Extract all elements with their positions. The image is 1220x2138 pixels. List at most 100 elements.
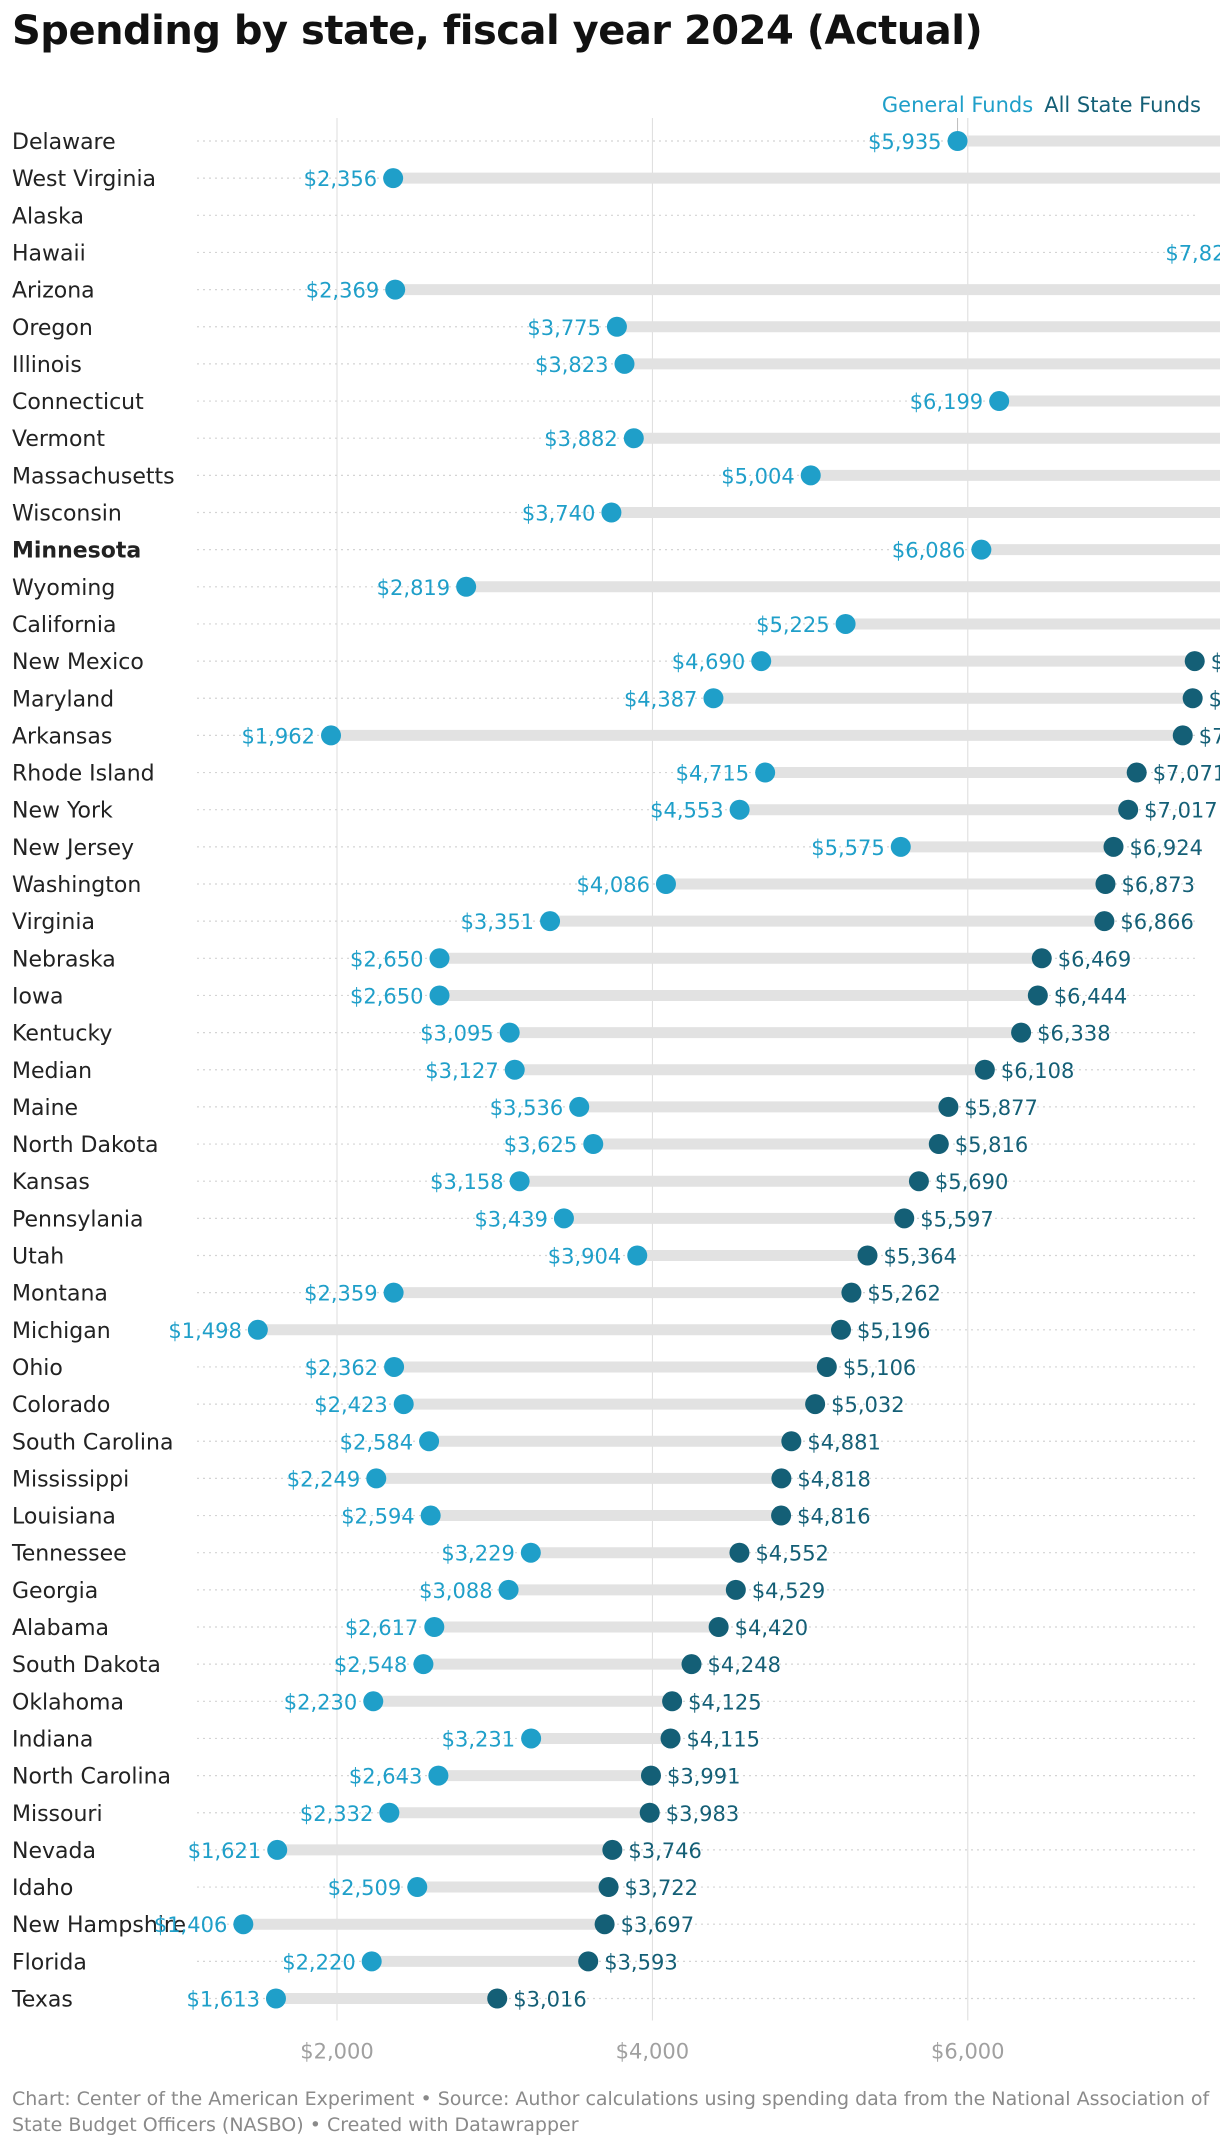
general-funds-dot bbox=[623, 428, 644, 449]
state-label: South Carolina bbox=[12, 1430, 173, 1455]
state-label: New York bbox=[12, 799, 113, 824]
all-state-funds-value-label: $5,877 bbox=[964, 1096, 1037, 1120]
general-funds-value-label: $7,820 bbox=[1165, 241, 1220, 265]
general-funds-dot bbox=[504, 1059, 525, 1080]
all-state-funds-dot bbox=[771, 1468, 792, 1489]
state-label: North Dakota bbox=[12, 1133, 158, 1158]
general-funds-value-label: $2,548 bbox=[334, 1653, 407, 1677]
general-funds-dot bbox=[498, 1579, 519, 1600]
general-funds-dot bbox=[384, 1356, 405, 1377]
all-state-funds-value-label: $4,818 bbox=[797, 1467, 870, 1491]
general-funds-dot bbox=[429, 948, 450, 969]
state-label: Colorado bbox=[12, 1393, 110, 1418]
general-funds-value-label: $2,509 bbox=[328, 1876, 401, 1900]
general-funds-dot bbox=[703, 688, 724, 709]
all-state-funds-dot bbox=[894, 1208, 915, 1229]
all-state-funds-dot bbox=[831, 1319, 852, 1340]
all-state-funds-dot bbox=[781, 1431, 802, 1452]
state-label: Louisiana bbox=[12, 1505, 116, 1530]
general-funds-value-label: $4,553 bbox=[650, 799, 723, 823]
x-tick-label: $2,000 bbox=[300, 2040, 373, 2064]
state-label: Montana bbox=[12, 1282, 108, 1307]
general-funds-value-label: $3,231 bbox=[442, 1727, 515, 1751]
state-label: Michigan bbox=[12, 1319, 111, 1344]
state-label: Utah bbox=[12, 1245, 64, 1270]
all-state-funds-value-label: $4,115 bbox=[687, 1727, 760, 1751]
general-funds-dot bbox=[419, 1431, 440, 1452]
general-funds-value-label: $2,650 bbox=[350, 984, 423, 1008]
state-label: North Carolina bbox=[12, 1765, 171, 1790]
dot-range-chart: $2,000$4,000$6,000$8,000$10,000$12,000Ge… bbox=[11, 93, 1220, 2064]
state-label: New Hampshire bbox=[12, 1913, 186, 1938]
state-label: Nebraska bbox=[12, 947, 116, 972]
general-funds-dot bbox=[890, 836, 911, 857]
general-funds-dot bbox=[233, 1914, 254, 1935]
all-state-funds-value-label: $3,722 bbox=[625, 1876, 698, 1900]
state-label: Connecticut bbox=[12, 390, 144, 415]
x-tick-label: $4,000 bbox=[616, 2040, 689, 2064]
state-label: Arizona bbox=[12, 279, 95, 304]
rows-layer bbox=[197, 135, 1220, 2004]
general-funds-dot bbox=[755, 762, 776, 783]
general-funds-value-label: $2,594 bbox=[341, 1505, 414, 1529]
all-state-funds-value-label: $3,593 bbox=[604, 1950, 677, 1974]
state-label: South Dakota bbox=[12, 1653, 161, 1678]
all-state-funds-value-label: $4,420 bbox=[735, 1616, 808, 1640]
all-state-funds-value-label: $5,196 bbox=[857, 1319, 930, 1343]
general-funds-value-label: $5,004 bbox=[721, 464, 794, 488]
state-label: Minnesota bbox=[12, 539, 141, 564]
state-label: Oregon bbox=[12, 316, 93, 341]
general-funds-dot bbox=[655, 874, 676, 894]
general-funds-value-label: $3,439 bbox=[474, 1207, 547, 1231]
all-state-funds-value-label: $3,697 bbox=[621, 1913, 694, 1937]
general-funds-value-label: $5,935 bbox=[868, 130, 941, 154]
all-state-funds-value-label: $7,439 bbox=[1211, 650, 1220, 674]
all-state-funds-dot bbox=[1118, 799, 1139, 820]
general-funds-value-label: $3,904 bbox=[548, 1245, 621, 1269]
general-funds-value-label: $2,356 bbox=[304, 167, 377, 191]
all-state-funds-value-label: $4,125 bbox=[688, 1690, 761, 1714]
general-funds-dot bbox=[383, 1282, 404, 1303]
state-label: Median bbox=[12, 1059, 92, 1084]
all-state-funds-value-label: $6,866 bbox=[1120, 910, 1193, 934]
all-state-funds-dot bbox=[1184, 651, 1205, 672]
general-funds-value-label: $2,584 bbox=[340, 1430, 413, 1454]
state-label: Hawaii bbox=[12, 241, 86, 266]
all-state-funds-value-label: $5,816 bbox=[955, 1133, 1028, 1157]
general-funds-value-label: $4,690 bbox=[672, 650, 745, 674]
all-state-funds-dot bbox=[487, 1988, 508, 2009]
general-funds-value-label: $1,498 bbox=[168, 1319, 241, 1343]
all-state-funds-dot bbox=[1011, 1022, 1032, 1043]
state-label: Delaware bbox=[12, 130, 116, 155]
general-funds-value-label: $1,406 bbox=[154, 1913, 227, 1937]
general-funds-value-label: $3,127 bbox=[425, 1059, 498, 1083]
general-funds-value-label: $2,249 bbox=[287, 1467, 360, 1491]
general-funds-dot bbox=[971, 539, 992, 560]
state-label: Pennsylania bbox=[12, 1207, 144, 1232]
state-label: Florida bbox=[12, 1950, 87, 1975]
all-state-funds-value-label: $5,364 bbox=[884, 1245, 957, 1269]
state-label: Ohio bbox=[12, 1356, 63, 1381]
state-label: Idaho bbox=[12, 1876, 73, 1901]
general-funds-value-label: $3,882 bbox=[544, 427, 617, 451]
all-state-funds-value-label: $7,071 bbox=[1153, 762, 1220, 786]
general-funds-value-label: $3,158 bbox=[430, 1170, 503, 1194]
all-state-funds-dot bbox=[1103, 836, 1124, 857]
general-funds-value-label: $3,095 bbox=[420, 1022, 493, 1046]
all-state-funds-dot bbox=[1172, 725, 1193, 746]
general-funds-dot bbox=[383, 168, 404, 189]
state-label: Texas bbox=[11, 1988, 73, 2013]
general-funds-value-label: $3,775 bbox=[527, 316, 600, 340]
all-state-funds-value-label: $3,983 bbox=[666, 1802, 739, 1826]
general-funds-value-label: $3,823 bbox=[535, 353, 608, 377]
general-funds-value-label: $2,423 bbox=[314, 1393, 387, 1417]
all-state-funds-value-label: $3,016 bbox=[513, 1988, 586, 2012]
general-funds-value-label: $2,230 bbox=[284, 1690, 357, 1714]
all-state-funds-value-label: $4,816 bbox=[797, 1505, 870, 1529]
all-state-funds-dot bbox=[938, 1096, 959, 1117]
state-label: California bbox=[12, 613, 116, 638]
general-funds-value-label: $2,643 bbox=[349, 1765, 422, 1789]
labels-layer: $2,000$4,000$6,000$8,000$10,000$12,000Ge… bbox=[11, 93, 1220, 2064]
state-label: Arkansas bbox=[12, 724, 112, 749]
all-state-funds-dot bbox=[1182, 688, 1203, 709]
